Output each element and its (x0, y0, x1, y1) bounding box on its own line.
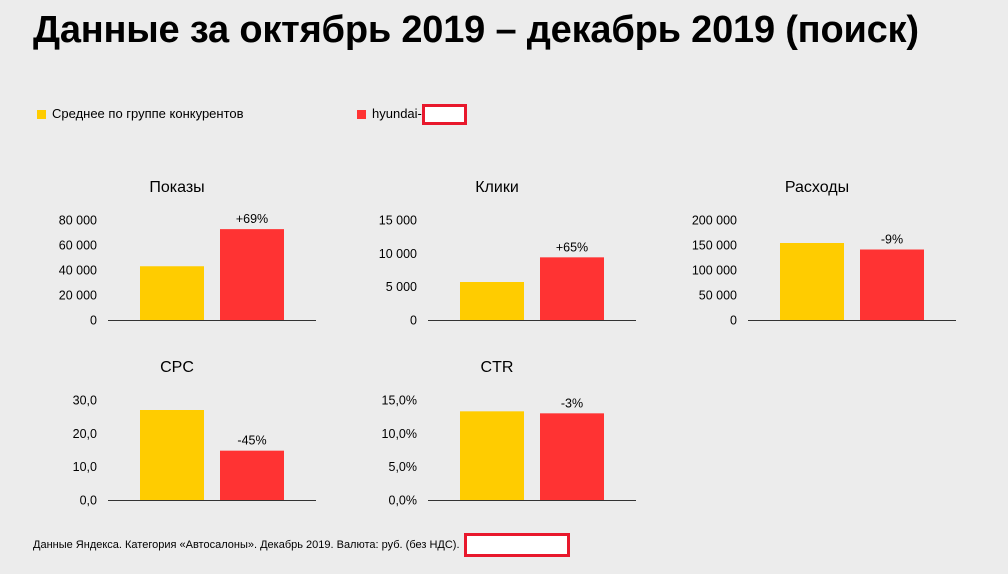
y-tick-label: 0 (730, 314, 737, 328)
bar-brand (860, 249, 924, 320)
bar-group (460, 411, 524, 500)
chart-clicks: Клики 15 000 10 000 5 000 0 +65% (379, 179, 636, 328)
y-tick-label: 0,0% (389, 494, 418, 508)
bar-group (780, 243, 844, 320)
y-tick-label: 0,0 (80, 494, 97, 508)
chart-spend: Расходы 200 000 150 000 100 000 50 000 0 -9% (692, 179, 956, 328)
chart-title-clicks: Клики (475, 179, 519, 196)
chart-title-cpc: CPC (160, 359, 194, 376)
change-label: -45% (237, 434, 266, 448)
change-label: -9% (881, 233, 903, 247)
legend-swatch-brand (357, 109, 366, 119)
redaction-box (421, 103, 467, 125)
redaction-box (463, 533, 570, 557)
bar-group (460, 282, 524, 320)
chart-impressions: Показы 80 000 60 000 40 000 20 000 0 +69% (59, 179, 316, 328)
y-tick-label: 5,0% (389, 460, 418, 474)
footnote: Данные Яндекса. Категория «Автосалоны». … (33, 533, 570, 557)
chart-title-ctr: CTR (481, 359, 514, 376)
bar-brand (540, 257, 604, 320)
y-tick-label: 30,0 (73, 394, 97, 408)
bar-brand (220, 229, 284, 320)
y-tick-label: 80 000 (59, 214, 97, 228)
y-tick-label: 10,0% (382, 427, 417, 441)
y-tick-label: 200 000 (692, 214, 737, 228)
y-tick-label: 20 000 (59, 289, 97, 303)
y-tick-label: 40 000 (59, 264, 97, 278)
page-title: Данные за октябрь 2019 – декабрь 2019 (п… (33, 9, 919, 51)
y-tick-label: 10,0 (73, 460, 97, 474)
y-tick-label: 15,0% (382, 394, 417, 408)
bar-brand (220, 450, 284, 500)
change-label: +65% (556, 240, 588, 254)
chart-cpc: CPC 30,0 20,0 10,0 0,0 -45% (73, 359, 316, 508)
y-tick-label: 100 000 (692, 264, 737, 278)
y-tick-label: 60 000 (59, 239, 97, 253)
chart-ctr: CTR 15,0% 10,0% 5,0% 0,0% -3% (382, 359, 636, 508)
chart-title-impressions: Показы (149, 179, 204, 196)
y-tick-label: 20,0 (73, 427, 97, 441)
legend-swatch-group (37, 109, 46, 119)
y-tick-label: 0 (90, 314, 97, 328)
bar-group (140, 410, 204, 500)
y-tick-label: 10 000 (379, 247, 417, 261)
legend-item-brand: hyundai- (357, 103, 467, 125)
legend-item-group: Среднее по группе конкурентов (37, 106, 244, 122)
change-label: -3% (561, 396, 583, 410)
chart-title-spend: Расходы (785, 179, 849, 196)
y-tick-label: 150 000 (692, 239, 737, 253)
y-tick-label: 50 000 (699, 289, 737, 303)
y-tick-label: 5 000 (386, 280, 417, 294)
legend-label-brand: hyundai- (372, 106, 422, 121)
change-label: +69% (236, 212, 268, 226)
bar-brand (540, 413, 604, 500)
bar-group (140, 266, 204, 320)
y-tick-label: 0 (410, 314, 417, 328)
legend-label-group: Среднее по группе конкурентов (52, 106, 244, 121)
y-tick-label: 15 000 (379, 214, 417, 228)
footnote-text: Данные Яндекса. Категория «Автосалоны». … (33, 538, 460, 551)
